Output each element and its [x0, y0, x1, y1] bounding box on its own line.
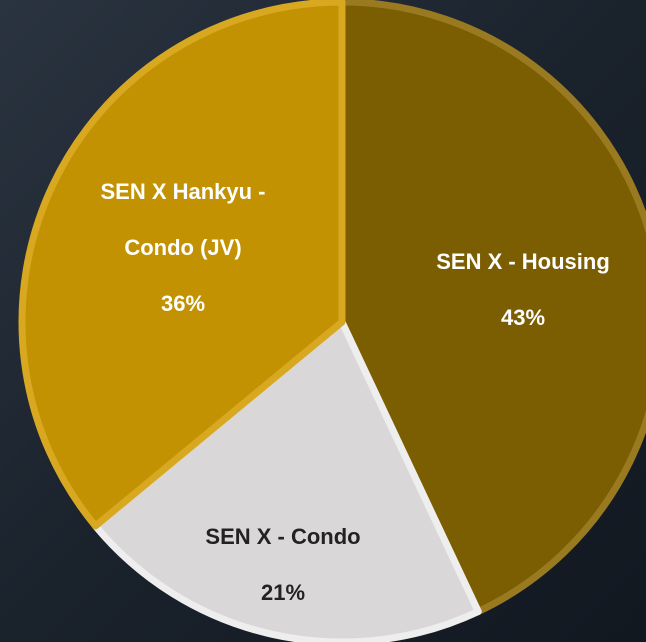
category-label: SEN X - Housing — [403, 234, 643, 290]
value-label: 21% — [163, 565, 403, 621]
slice-label: SEN X Hankyu - Condo (JV)36% — [76, 164, 291, 332]
category-label: SEN X Hankyu - Condo (JV) — [76, 164, 291, 276]
category-label: SEN X - Condo — [163, 509, 403, 565]
value-label: 43% — [403, 290, 643, 346]
page: SEN X - Housing43%SEN X - Condo21%SEN X … — [0, 0, 646, 642]
value-label: 36% — [76, 276, 291, 332]
